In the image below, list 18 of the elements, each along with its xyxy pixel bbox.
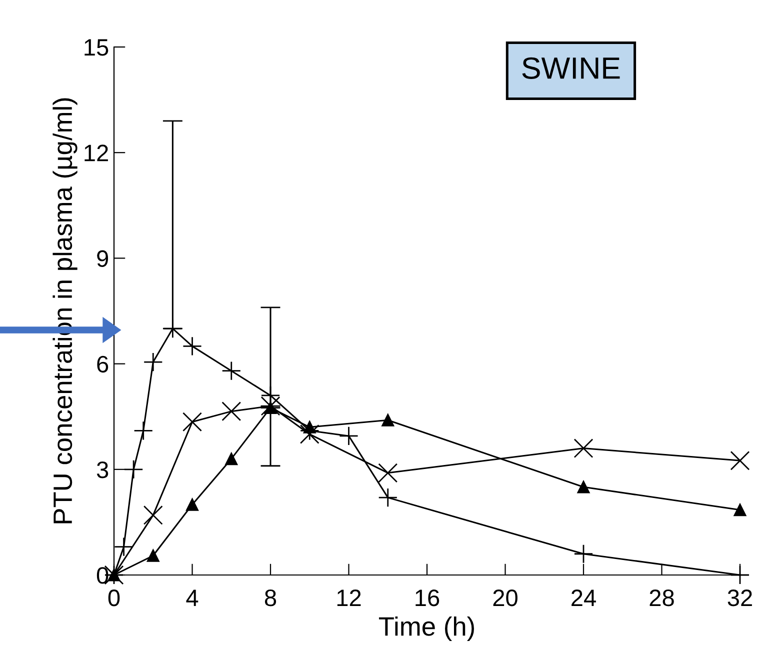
y-tick-label: 15 xyxy=(84,39,108,56)
x-tick-label: 16 xyxy=(416,590,440,606)
x-tick-label: 28 xyxy=(650,590,674,606)
y-tick-label: 9 xyxy=(97,250,108,267)
y-tick-label: 0 xyxy=(96,567,108,584)
y-tick-label: 3 xyxy=(96,461,108,478)
x-tick-label: 12 xyxy=(337,590,361,606)
x-tick-label: 8 xyxy=(264,590,276,606)
y-tick-label: 6 xyxy=(97,356,108,373)
x-axis-title: Time (h) xyxy=(378,616,474,642)
y-axis-title: PTU concentration in plasma (µg/ml) xyxy=(52,98,78,524)
x-tick-label: 24 xyxy=(572,590,596,606)
x-tick-label: 32 xyxy=(728,590,752,606)
y-tick-label: 12 xyxy=(84,144,108,162)
x-tick-label: 20 xyxy=(493,590,518,606)
x-tick-label: 0 xyxy=(108,590,120,606)
annotation: SWINE xyxy=(522,57,620,79)
x-tick-label: 4 xyxy=(186,590,198,606)
